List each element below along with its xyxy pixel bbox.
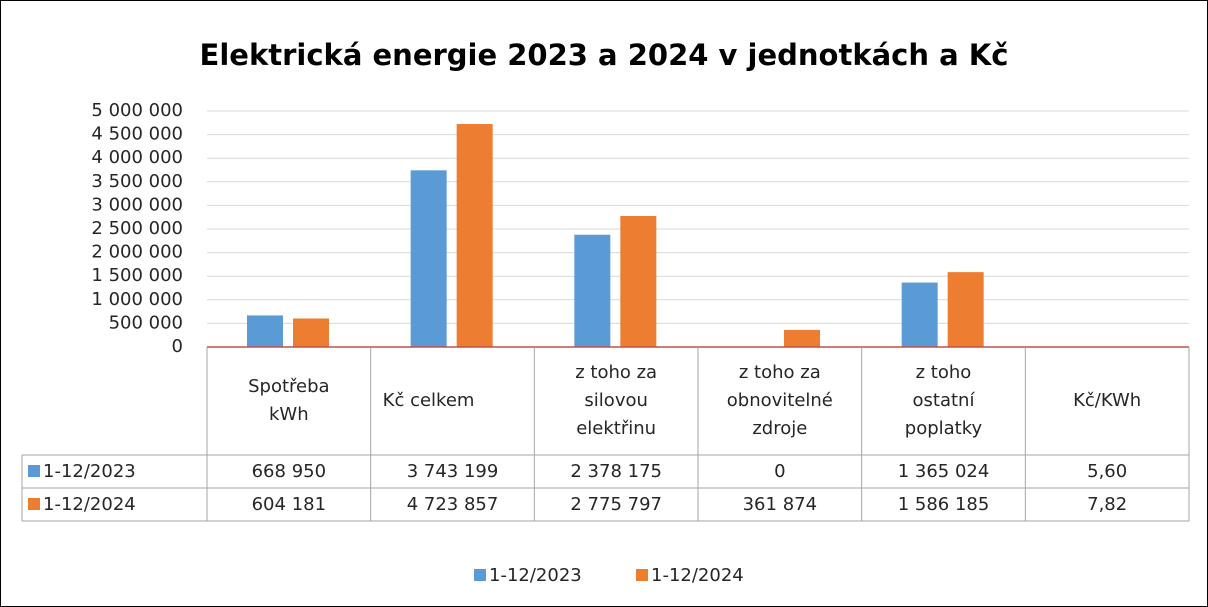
series-label: 1-12/2024 (43, 494, 136, 515)
legend-key (474, 569, 486, 581)
legend-label: 1-12/2023 (489, 565, 582, 586)
bar (784, 329, 820, 347)
data-label: 1 586 185 (898, 494, 990, 515)
data-label: 2 775 797 (570, 494, 662, 515)
x-tick-label: Kč celkem (382, 390, 475, 411)
x-tick-label: Kč celkem (382, 390, 475, 411)
y-tick-label: 5 000 000 (91, 100, 183, 121)
x-tick-label: Spotřeba kWh (248, 376, 330, 425)
y-tick-label: 2 000 000 (91, 242, 183, 263)
bar (947, 272, 984, 347)
data-label: 604 181 (252, 494, 326, 515)
legend-key (28, 498, 40, 510)
bar (456, 124, 493, 347)
data-label: 2 378 175 (570, 461, 662, 482)
y-tick-label: 3 500 000 (91, 171, 183, 192)
y-tick-label: 1 500 000 (91, 265, 183, 286)
y-tick-label: 4 000 000 (91, 147, 183, 168)
bar (574, 234, 611, 347)
data-label: 7,82 (1087, 494, 1127, 515)
bar (901, 282, 938, 347)
x-tick-label: z toho za obnovitelné zdroje (726, 362, 833, 439)
y-tick-label: 500 000 (109, 312, 183, 333)
chart-title: Elektrická energie 2023 a 2024 v jednotk… (200, 38, 1009, 72)
bar (620, 215, 657, 347)
y-tick-label: 3 000 000 (91, 194, 183, 215)
legend-key (636, 569, 648, 581)
x-tick-label: z toho ostatní poplatky (904, 362, 983, 439)
y-tick-label: 0 (172, 336, 183, 357)
bar (293, 318, 329, 347)
x-tick-label: z toho za obnovitelné zdroje (726, 362, 833, 439)
x-tick-label: z toho za silovou elektřinu (575, 362, 658, 439)
data-label: 1 365 024 (898, 461, 990, 482)
bar (410, 170, 447, 347)
y-tick-label: 2 500 000 (91, 218, 183, 239)
x-tick-label: Kč/KWh (1073, 390, 1142, 411)
data-label: 5,60 (1087, 461, 1127, 482)
x-tick-label: z toho za silovou elektřinu (575, 362, 658, 439)
series-label: 1-12/2023 (43, 461, 136, 482)
y-tick-label: 4 500 000 (91, 124, 183, 145)
bar (247, 315, 283, 347)
y-tick-label: 1 000 000 (91, 289, 183, 310)
legend-key (28, 465, 40, 477)
x-tick-label: Spotřeba kWh (248, 376, 330, 425)
data-label: 361 874 (743, 494, 817, 515)
x-tick-label: z toho ostatní poplatky (904, 362, 983, 439)
x-tick-label: Kč/KWh (1073, 390, 1142, 411)
data-label: 668 950 (252, 461, 326, 482)
legend-label: 1-12/2024 (651, 565, 744, 586)
data-label: 3 743 199 (407, 461, 499, 482)
data-label: 0 (774, 461, 785, 482)
data-label: 4 723 857 (407, 494, 499, 515)
